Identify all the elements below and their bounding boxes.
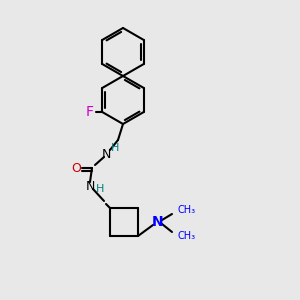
Text: N: N	[152, 215, 164, 229]
Text: O: O	[71, 161, 81, 175]
Text: CH₃: CH₃	[177, 205, 195, 215]
Text: F: F	[85, 105, 93, 119]
Text: N: N	[85, 179, 95, 193]
Text: CH₃: CH₃	[177, 231, 195, 241]
Text: N: N	[101, 148, 111, 160]
Text: H: H	[96, 184, 104, 194]
Text: H: H	[111, 143, 119, 153]
